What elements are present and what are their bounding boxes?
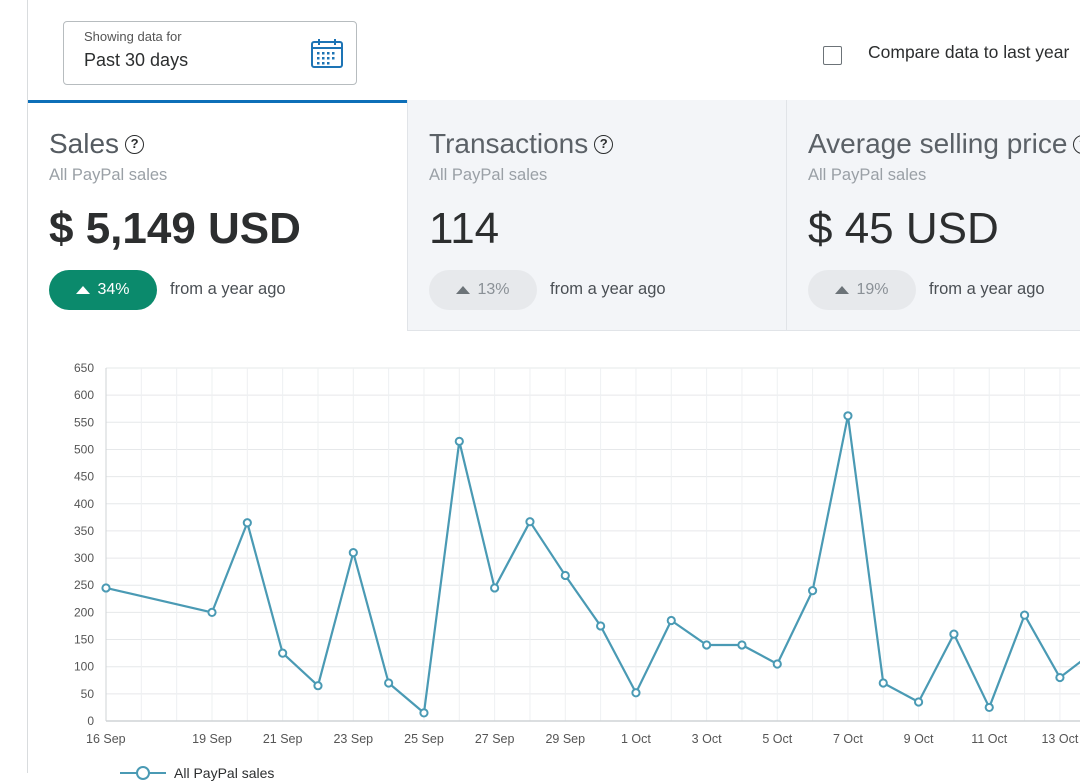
- y-tick-label: 550: [74, 415, 94, 429]
- y-tick-label: 500: [74, 442, 94, 456]
- sales-line-chart: 0 50 100 150 200 250 300 350 400 450 500 550 600 650 1…: [28, 331, 1080, 781]
- data-point: [596, 621, 606, 631]
- data-point: [207, 607, 217, 617]
- y-tick-label: 600: [74, 388, 94, 402]
- data-point: [278, 648, 288, 658]
- data-point: [348, 548, 358, 558]
- data-point: [772, 659, 782, 669]
- data-point: [949, 629, 959, 639]
- change-note: from a year ago: [170, 280, 286, 298]
- change-note: from a year ago: [929, 280, 1045, 298]
- data-point: [737, 640, 747, 650]
- y-tick-label: 250: [74, 578, 94, 592]
- data-point: [525, 517, 535, 527]
- change-badge: 19%: [808, 270, 916, 310]
- x-tick-label: 1 Oct: [621, 732, 651, 746]
- data-point: [1019, 610, 1030, 620]
- arrow-up-icon: [456, 286, 471, 294]
- x-tick-label: 9 Oct: [904, 732, 934, 746]
- data-point: [384, 678, 394, 688]
- data-point: [560, 570, 570, 581]
- average-price-card[interactable]: Average selling price? All PayPal sales …: [786, 100, 1080, 331]
- date-range-label: Showing data for: [84, 29, 182, 44]
- x-tick-label: 29 Sep: [545, 732, 585, 746]
- help-icon[interactable]: ?: [125, 135, 145, 154]
- chart-canvas: 0 50 100 150 200 250 300 350 400 450 500 550 600 650 1…: [74, 361, 1080, 746]
- card-value: 114: [429, 204, 500, 253]
- x-tick-label: 7 Oct: [833, 732, 863, 746]
- x-tick-label: 3 Oct: [692, 732, 722, 746]
- data-point: [808, 586, 818, 596]
- card-title-text: Average selling price: [808, 128, 1068, 159]
- legend-label: All PayPal sales: [174, 765, 275, 781]
- left-divider: [27, 0, 28, 773]
- card-subtitle: All PayPal sales: [49, 166, 168, 184]
- x-tick-label: 21 Sep: [263, 732, 303, 746]
- data-point: [666, 615, 676, 626]
- data-point: [313, 681, 323, 691]
- metric-cards: Sales? All PayPal sales $ 5,149 USD 34% …: [28, 100, 1080, 331]
- legend-swatch: [120, 766, 166, 780]
- compare-last-year-option[interactable]: Compare data to last year: [823, 40, 1069, 70]
- date-range-picker[interactable]: Showing data for Past 30 days: [63, 21, 357, 85]
- y-tick-label: 200: [74, 605, 94, 619]
- change-value: 13%: [477, 281, 510, 298]
- card-title-text: Transactions: [429, 128, 589, 159]
- data-point: [419, 708, 429, 718]
- x-tick-label: 27 Sep: [475, 732, 515, 746]
- sales-card[interactable]: Sales? All PayPal sales $ 5,149 USD 34% …: [28, 100, 407, 331]
- x-tick-label: 23 Sep: [333, 732, 373, 746]
- y-tick-label: 300: [74, 551, 94, 565]
- x-tick-label: 19 Sep: [192, 732, 232, 746]
- change-badge: 34%: [49, 270, 157, 310]
- data-point: [490, 583, 500, 593]
- x-tick-label: 5 Oct: [762, 732, 792, 746]
- data-point: [913, 697, 924, 707]
- y-tick-label: 0: [87, 714, 94, 728]
- card-value: $ 45 USD: [808, 204, 999, 253]
- y-tick-label: 400: [74, 497, 94, 511]
- card-title: Sales?: [49, 128, 145, 160]
- data-point: [242, 518, 252, 528]
- data-point: [631, 688, 641, 698]
- card-value: $ 5,149 USD: [49, 204, 301, 253]
- x-tick-label: 11 Oct: [971, 732, 1007, 746]
- data-point: [702, 640, 712, 650]
- data-point: [454, 436, 464, 446]
- change-note: from a year ago: [550, 280, 666, 298]
- help-icon[interactable]: ?: [1073, 135, 1080, 154]
- help-icon[interactable]: ?: [594, 135, 614, 154]
- x-tick-label: 16 Sep: [86, 732, 126, 746]
- calendar-icon[interactable]: [310, 37, 344, 69]
- data-point: [878, 678, 888, 688]
- y-tick-label: 100: [74, 660, 94, 674]
- change-value: 34%: [97, 281, 130, 298]
- data-point: [843, 411, 853, 421]
- y-tick-label: 350: [74, 524, 94, 538]
- y-tick-label: 450: [74, 470, 94, 484]
- card-subtitle: All PayPal sales: [429, 166, 548, 184]
- arrow-up-icon: [76, 286, 91, 294]
- data-point: [984, 702, 994, 713]
- card-title: Average selling price?: [808, 128, 1080, 160]
- change-value: 19%: [856, 281, 889, 298]
- compare-checkbox[interactable]: [823, 45, 842, 65]
- x-tick-label: 13 Oct: [1041, 732, 1078, 746]
- compare-label: Compare data to last year: [868, 41, 1070, 62]
- chart-legend[interactable]: All PayPal sales: [120, 763, 274, 783]
- card-title: Transactions?: [429, 128, 614, 160]
- transactions-card[interactable]: Transactions? All PayPal sales 114 13% f…: [407, 100, 786, 331]
- data-point: [101, 583, 111, 593]
- y-tick-label: 50: [81, 687, 95, 701]
- date-range-value: Past 30 days: [84, 50, 189, 70]
- y-tick-label: 650: [74, 361, 94, 375]
- series-line: [105, 414, 1080, 714]
- card-subtitle: All PayPal sales: [808, 166, 927, 184]
- x-tick-label: 25 Sep: [404, 732, 444, 746]
- arrow-up-icon: [835, 286, 850, 294]
- y-tick-label: 150: [74, 633, 94, 647]
- card-title-text: Sales: [49, 128, 120, 159]
- data-point: [1055, 672, 1065, 683]
- change-badge: 13%: [429, 270, 537, 310]
